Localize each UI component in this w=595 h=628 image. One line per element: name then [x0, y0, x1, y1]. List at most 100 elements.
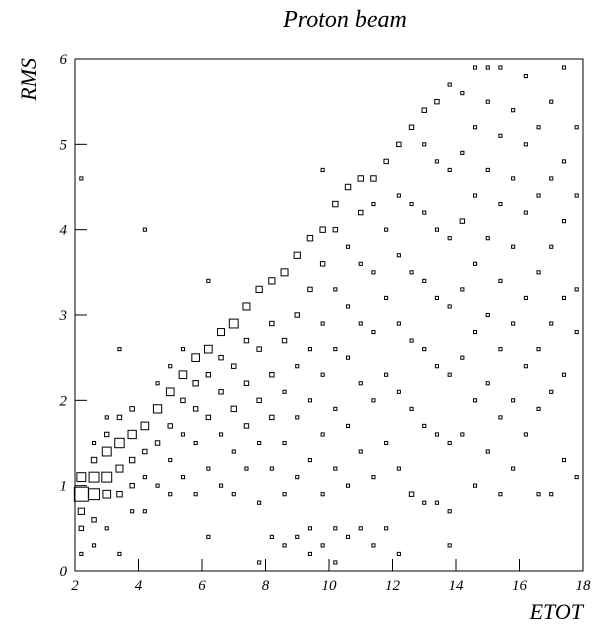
y-tick-label: 2	[60, 393, 68, 409]
bin-box	[498, 65, 503, 70]
bin-box	[523, 74, 528, 79]
bin-box	[257, 560, 262, 565]
bin-box	[358, 321, 363, 326]
bin-box	[168, 364, 173, 369]
bin-box	[257, 440, 262, 446]
bin-box	[295, 364, 300, 369]
bin-box	[307, 458, 313, 463]
bin-box	[102, 489, 112, 499]
bin-box	[104, 431, 110, 438]
bin-box	[357, 175, 364, 182]
x-axis-label: ETOT	[529, 599, 585, 624]
bin-box	[523, 210, 528, 215]
bin-box	[370, 175, 377, 182]
bin-box	[396, 551, 401, 556]
bin-box	[472, 125, 478, 130]
bin-box	[320, 543, 325, 548]
bin-box	[434, 500, 440, 505]
bin-box	[269, 534, 274, 539]
bin-box	[332, 226, 339, 233]
bin-box	[371, 543, 376, 548]
bin-box	[447, 440, 452, 446]
bin-box	[180, 397, 186, 404]
bin-box	[191, 353, 200, 363]
bin-box	[345, 304, 351, 309]
bin-box	[255, 285, 263, 294]
bin-box	[206, 534, 211, 539]
bin-box	[574, 193, 579, 198]
bin-box	[536, 193, 541, 198]
bin-box	[280, 268, 289, 277]
bin-box	[485, 312, 490, 318]
bin-box	[101, 471, 113, 483]
bin-box	[472, 330, 478, 335]
bin-box	[523, 364, 528, 369]
bin-box	[358, 381, 363, 386]
bin-box	[320, 492, 325, 497]
bin-box	[333, 466, 338, 471]
bin-box	[117, 551, 122, 556]
bin-box	[434, 227, 440, 232]
bin-box	[243, 380, 250, 386]
bin-box	[409, 270, 414, 275]
bin-box	[421, 107, 427, 113]
bin-box	[549, 99, 554, 104]
bin-box	[269, 372, 275, 378]
x-tick-label: 16	[512, 578, 528, 594]
bin-box	[217, 328, 226, 337]
bin-box	[434, 364, 440, 369]
bin-box	[434, 432, 440, 437]
bin-box	[295, 475, 300, 480]
bin-box	[511, 176, 516, 181]
plot-frame	[74, 58, 584, 572]
bin-box	[536, 406, 541, 411]
bin-box	[472, 261, 478, 266]
bin-box	[295, 534, 300, 539]
bin-box	[434, 159, 440, 164]
bin-box	[345, 423, 351, 428]
bin-box	[549, 492, 554, 497]
bin-box	[447, 304, 452, 309]
bin-box	[180, 475, 186, 480]
bin-box	[168, 458, 173, 463]
bin-box	[498, 278, 503, 283]
bin-box	[142, 227, 147, 232]
bin-box	[282, 440, 287, 446]
bin-box	[447, 82, 452, 87]
bin-box	[243, 337, 250, 344]
bin-box	[140, 421, 150, 431]
bin-box	[422, 210, 427, 215]
bin-box	[549, 389, 554, 394]
bin-box	[295, 415, 300, 420]
bin-box	[269, 466, 274, 471]
bin-box	[384, 372, 389, 377]
x-tick-label: 18	[576, 578, 592, 594]
bin-box	[511, 466, 516, 471]
bin-box	[319, 226, 326, 233]
bin-box	[485, 381, 490, 386]
bin-box	[472, 483, 478, 488]
bin-box	[269, 414, 275, 421]
bin-box	[218, 432, 224, 437]
bin-box	[460, 287, 465, 292]
bin-box	[434, 98, 440, 105]
bin-box	[523, 295, 528, 300]
bin-box	[344, 183, 352, 191]
bin-box	[293, 251, 301, 259]
bin-box	[282, 543, 287, 548]
bin-box	[130, 509, 135, 514]
bin-box	[168, 492, 173, 497]
x-tick-label: 10	[322, 578, 338, 594]
x-tick-label: 12	[385, 578, 401, 594]
bin-box	[333, 287, 338, 292]
bin-box	[434, 295, 440, 300]
bin-box	[91, 543, 97, 548]
bin-box	[523, 432, 528, 437]
bin-box	[459, 218, 466, 224]
bin-box	[485, 449, 490, 454]
bin-box	[536, 270, 541, 275]
y-tick-label: 3	[59, 308, 68, 324]
bin-box	[447, 372, 452, 377]
bin-box	[345, 534, 351, 539]
bin-box	[574, 125, 579, 130]
